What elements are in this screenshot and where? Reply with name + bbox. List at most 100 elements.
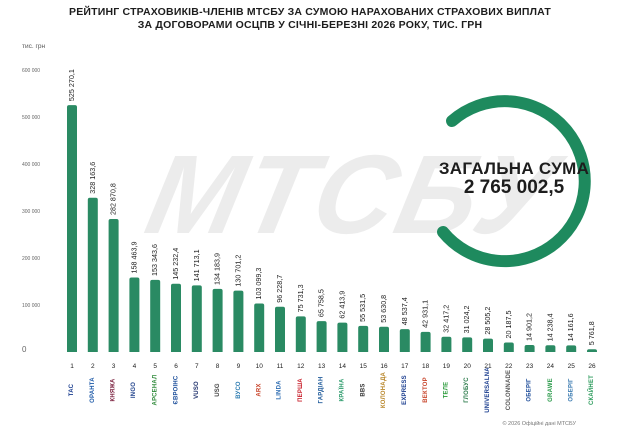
insurer-logo: СКАЙНЕТ xyxy=(583,375,601,405)
insurer-logo-text: ВУСО xyxy=(235,381,242,399)
x-tick-label: 10 xyxy=(256,363,264,370)
bar-value-label: 14 161,6 xyxy=(566,313,575,341)
insurer-logo-text: ПЕРША xyxy=(297,378,304,402)
x-tick-label: 6 xyxy=(174,363,178,370)
bar xyxy=(483,338,493,352)
insurer-logo-text: ВЕКТОР xyxy=(422,377,429,403)
insurer-logo-text: UNIVERSALNA xyxy=(485,367,492,413)
insurer-logo: USG xyxy=(209,375,227,405)
bar xyxy=(358,325,369,352)
insurer-logo-text: СКАЙНЕТ xyxy=(589,374,596,406)
insurer-logo-text: ОРАНТА xyxy=(89,377,96,403)
insurer-logo: ТАС xyxy=(63,375,81,405)
insurer-logo-text: EXPRESS xyxy=(401,375,408,405)
insurer-logo-text: COLONNADE xyxy=(505,369,512,411)
insurer-logo-text: КОЛОНАДА xyxy=(381,371,387,409)
bar xyxy=(171,283,181,352)
bar xyxy=(587,349,597,352)
insurer-logo-text: LINDA xyxy=(277,380,283,400)
bar xyxy=(337,322,348,352)
x-tick-label: 15 xyxy=(360,363,368,370)
x-tick-label: 8 xyxy=(216,363,220,370)
y-tick-label: 300 000 xyxy=(22,209,40,215)
chart-title-line-2: ЗА ДОГОВОРАМИ ОСЦПВ У СІЧНІ-БЕРЕЗНІ 2026… xyxy=(137,19,483,31)
bar xyxy=(379,326,389,352)
insurer-logo-text: ТАС xyxy=(69,383,75,397)
bar xyxy=(316,321,327,352)
y-tick-label: 500 000 xyxy=(22,115,40,121)
chart-title-line-1: РЕЙТИНГ СТРАХОВИКІВ-ЧЛЕНІВ МТСБУ ЗА СУМО… xyxy=(68,6,552,18)
bar-value-label: 145 232,4 xyxy=(171,248,180,280)
insurer-logo: ТЕЛЕ xyxy=(437,375,455,405)
bar-value-label: 282 870,8 xyxy=(109,183,118,215)
insurer-logo-text: ТЕЛЕ xyxy=(443,381,450,399)
insurer-logo: COLONNADE xyxy=(500,370,518,410)
bar-value-label: 14 901,2 xyxy=(525,313,534,341)
bar xyxy=(150,279,161,352)
y-tick-label: 400 000 xyxy=(22,162,40,168)
x-tick-label: 19 xyxy=(443,363,451,370)
x-tick-label: 9 xyxy=(237,363,241,370)
bar-value-label: 141 713,1 xyxy=(192,249,201,281)
bar-value-label: 103 099,3 xyxy=(254,268,263,300)
insurer-logo: ПЕРША xyxy=(292,375,310,405)
total-sum-value: 2 765 002,5 xyxy=(463,177,565,198)
insurer-logo: ОБЕРІГ xyxy=(521,375,539,405)
insurer-logo-text: ГЛОБУС xyxy=(464,377,471,403)
bar-value-label: 42 931,1 xyxy=(421,300,430,328)
bar xyxy=(212,288,223,352)
insurer-logo: BBS xyxy=(354,375,372,405)
bar xyxy=(441,336,452,352)
x-tick-label: 23 xyxy=(526,363,534,370)
bar-value-label: 130 701,2 xyxy=(233,255,242,287)
bar xyxy=(67,105,77,353)
x-tick-label: 12 xyxy=(297,363,305,370)
bar-value-label: 134 183,9 xyxy=(213,253,222,285)
insurer-logo-text: VUSO xyxy=(193,381,200,399)
bar xyxy=(462,337,473,352)
bar xyxy=(87,197,98,352)
bar-value-label: 96 228,7 xyxy=(275,275,284,303)
insurer-logo: INGO xyxy=(125,375,143,405)
insurer-logo: КРАЇНА xyxy=(333,375,351,405)
x-tick-label: 18 xyxy=(422,363,430,370)
bar xyxy=(254,303,265,352)
bar xyxy=(545,345,556,352)
insurer-logo: GRAWE xyxy=(541,375,559,405)
bar-value-label: 153 343,6 xyxy=(150,244,159,276)
x-tick-label: 21 xyxy=(484,363,492,370)
y-tick-label: 600 000 xyxy=(22,68,40,74)
insurer-logo: UNIVERSALNA xyxy=(479,367,497,413)
bar-value-label: 31 024,2 xyxy=(462,305,471,333)
insurer-logo: LINDA xyxy=(271,375,289,405)
bar-value-label: 55 531,5 xyxy=(358,294,367,322)
insurer-logo: КОЛОНАДА xyxy=(375,371,393,409)
y-tick-label: 0 xyxy=(22,345,27,354)
x-tick-label: 4 xyxy=(133,363,137,370)
bar xyxy=(191,285,202,352)
x-tick-label: 5 xyxy=(153,363,157,370)
insurer-logo-text: КНЯЖА xyxy=(110,378,117,402)
insurer-logo: ЄВРОІНС xyxy=(167,375,185,405)
source-note: © 2026 Офіційні дані МТСБУ xyxy=(502,421,576,427)
insurer-logo-text: ARX xyxy=(256,383,263,397)
bar-value-label: 5 761,8 xyxy=(587,321,596,345)
bar xyxy=(399,329,410,352)
x-tick-label: 25 xyxy=(568,363,576,370)
x-tick-label: 7 xyxy=(195,363,199,370)
x-tick-label: 16 xyxy=(380,363,388,370)
x-tick-label: 26 xyxy=(588,363,596,370)
insurer-logo: ГАРДІАН xyxy=(313,375,331,405)
insurer-logo: ОРАНТА xyxy=(84,375,102,405)
bar-value-label: 32 417,2 xyxy=(441,305,450,333)
bar-value-label: 14 238,4 xyxy=(545,313,554,341)
bar-value-label: 158 463,9 xyxy=(129,242,138,274)
bar xyxy=(524,344,535,352)
bar xyxy=(275,306,285,352)
y-tick-label: 200 000 xyxy=(22,256,40,262)
bar-value-label: 53 630,8 xyxy=(379,295,388,323)
bar xyxy=(129,277,140,352)
x-tick-label: 1 xyxy=(70,363,74,370)
insurer-logo-text: BBS xyxy=(360,383,367,397)
